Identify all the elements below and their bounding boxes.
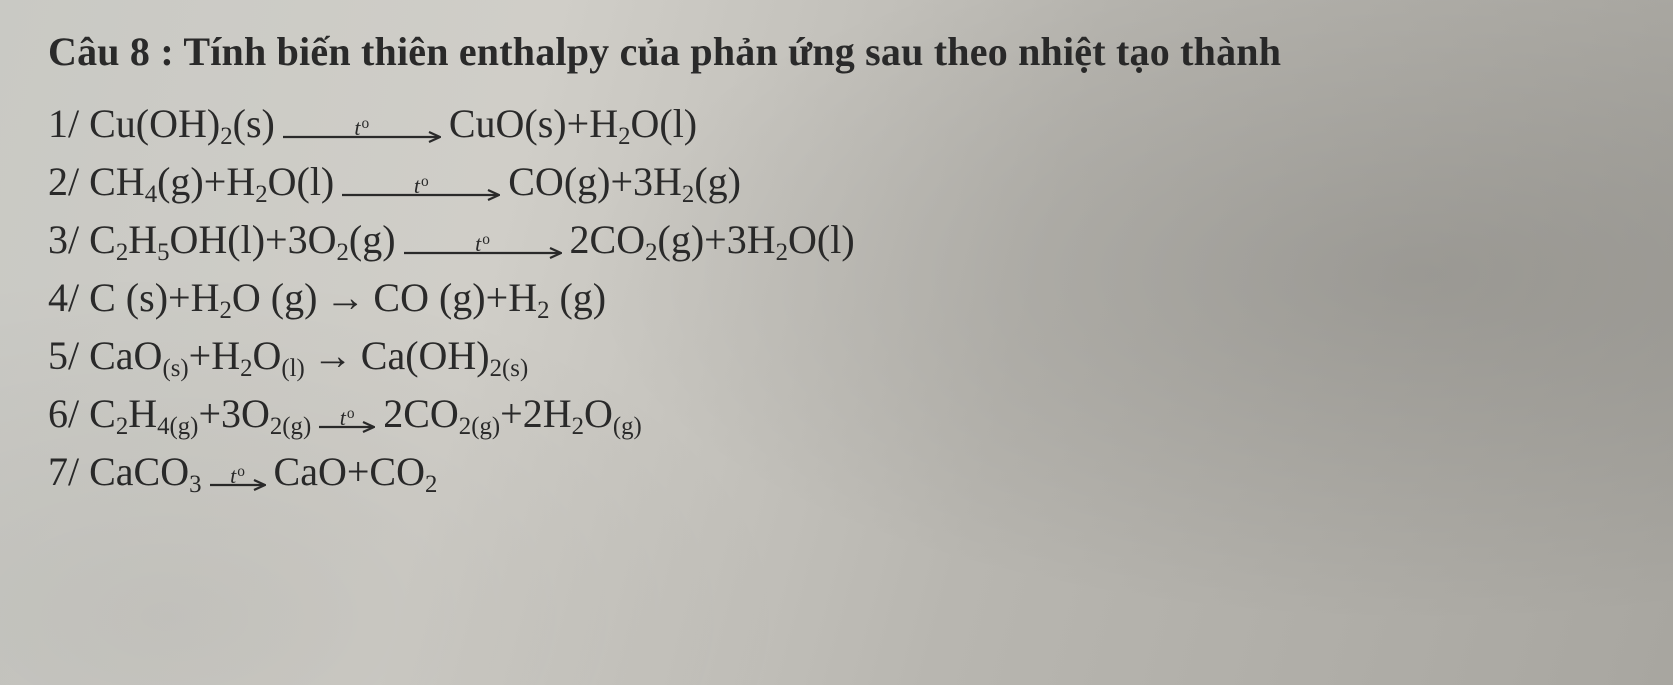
plus-sign: + [198,387,221,441]
plus-sign: + [704,213,727,267]
equation-index: 7/ [48,445,79,499]
chem-term: 3O2(g) [221,387,311,441]
plus-sign: + [168,271,191,325]
chem-term: C2H5OH(l) [89,213,265,267]
equation-index: 5/ [48,329,79,383]
chem-term: CO (g) [373,271,485,325]
reaction-arrow: → [313,329,353,383]
reaction-arrow: to [404,220,562,260]
chem-term: 2CO2(g) [570,213,705,267]
equation-index: 4/ [48,271,79,325]
equation-row: 6/C2H4(g) + 3O2(g) to 2CO2(g) + 2H2O(g) [48,387,1633,441]
equation-row: 4/C (s) + H2O (g)→CO (g) + H2 (g) [48,271,1633,325]
plus-sign: + [500,387,523,441]
reaction-arrow: to [210,452,266,492]
arrow-condition-label: to [340,411,355,424]
equation-list: 1/Cu(OH)2(s)toCuO(s) + H2O(l)2/CH4(g) + … [48,97,1633,499]
equation-row: 5/CaO(s) + H2O(l)→Ca(OH)2(s) [48,329,1633,383]
chem-term: 3H2(g) [633,155,741,209]
chem-term: 3H2O(l) [727,213,855,267]
equation-index: 1/ [48,97,79,151]
chem-term: CaO(s) [89,329,189,383]
chem-term: CO(g) [508,155,610,209]
chem-term: 2CO2(g) [383,387,500,441]
chem-term: H2O(l) [226,155,334,209]
arrow-condition-label: to [354,121,369,134]
equation-row: 3/C2H5OH(l) + 3O2(g) to 2CO2(g) + 3H2O(l) [48,213,1633,267]
chem-term: H2O(l) [589,97,697,151]
equation-row: 7/CaCO3 to CaO + CO2 [48,445,1633,499]
plus-sign: + [204,155,227,209]
plus-sign: + [610,155,633,209]
plus-sign: + [567,97,590,151]
chem-term: H2 (g) [508,271,606,325]
arrow-condition-label: to [230,469,245,482]
question-title: Câu 8 : Tính biến thiên enthalpy của phả… [48,28,1633,75]
equation-index: 2/ [48,155,79,209]
chem-term: CH4(g) [89,155,204,209]
arrow-condition-label: to [414,179,429,192]
equation-index: 3/ [48,213,79,267]
arrow-condition-label: to [475,237,490,250]
reaction-arrow: to [319,394,375,434]
chem-term: H2O(l) [211,329,305,383]
chem-term: 3O2(g) [288,213,396,267]
chem-term: CuO(s) [449,97,567,151]
chem-term: Cu(OH)2(s) [89,97,275,151]
chem-term: 2H2O(g) [523,387,642,441]
chem-term: CaO [274,445,347,499]
chem-term: C (s) [89,271,168,325]
chem-term: Ca(OH)2(s) [361,329,528,383]
chem-term: C2H4(g) [89,387,198,441]
plus-sign: + [265,213,288,267]
plus-sign: + [189,329,212,383]
reaction-arrow: to [342,162,500,202]
equation-row: 1/Cu(OH)2(s) to CuO(s) + H2O(l) [48,97,1633,151]
reaction-arrow: → [325,271,365,325]
chem-term: CaCO3 [89,445,201,499]
chem-term: H2O (g) [191,271,318,325]
reaction-arrow: to [283,104,441,144]
plus-sign: + [347,445,370,499]
plus-sign: + [486,271,509,325]
equation-index: 6/ [48,387,79,441]
equation-row: 2/CH4(g) + H2O(l) to CO(g) + 3H2(g) [48,155,1633,209]
chem-term: CO2 [369,445,437,499]
